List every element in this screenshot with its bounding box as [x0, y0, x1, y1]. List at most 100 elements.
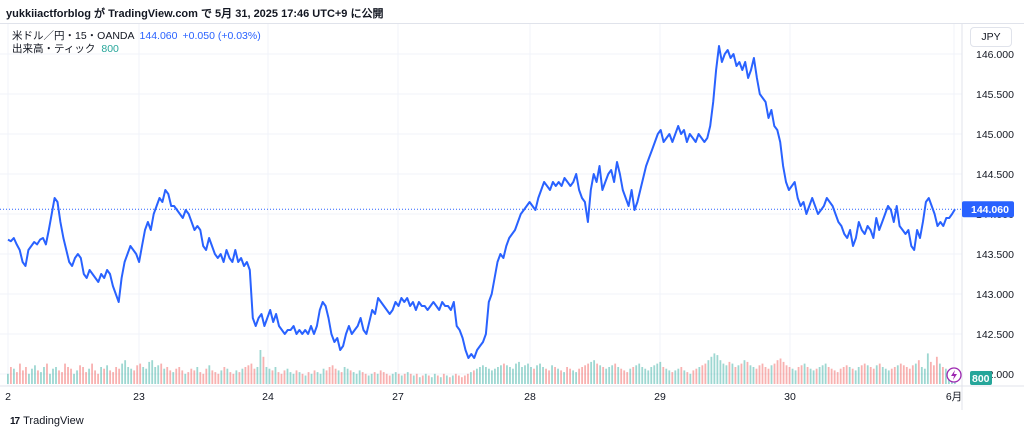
volume-bar	[304, 375, 307, 384]
volume-bar	[887, 370, 890, 384]
volume-bar	[707, 360, 710, 384]
price-axis[interactable]: 146.000145.500145.000144.500144.000143.5…	[976, 49, 1014, 381]
legend-row-symbol: 米ドル／円・15・OANDA 144.060 +0.050 (+0.03%)	[12, 30, 261, 43]
volume-bar	[737, 365, 740, 384]
volume-bar	[274, 367, 277, 384]
time-axis[interactable]: 2 23 24 27 28 29 30 6月	[5, 391, 962, 403]
volume-bar	[124, 360, 127, 384]
volume-bar	[770, 365, 773, 384]
volume-bar	[145, 368, 148, 384]
volume-bar	[821, 365, 824, 384]
volume-bar	[881, 367, 884, 384]
volume-bar	[599, 365, 602, 384]
volume-bar	[884, 368, 887, 384]
volume-bar	[295, 370, 298, 384]
volume-bar	[445, 375, 448, 384]
volume-bar	[391, 373, 394, 384]
volume-bar	[319, 373, 322, 384]
volume-bar	[671, 372, 674, 384]
volume-bar	[740, 363, 743, 384]
tradingview-logo[interactable]: 17 TradingView	[10, 415, 84, 427]
volume-bar	[25, 367, 27, 384]
volume-bar	[491, 370, 493, 384]
volume-bar	[217, 373, 220, 384]
volume-bar	[809, 368, 812, 384]
volume-bar	[358, 370, 361, 384]
volume-bar	[572, 370, 574, 384]
volume-bar	[406, 372, 409, 384]
volume-bar	[403, 373, 406, 384]
volume-bar	[863, 363, 866, 384]
volume-bar	[97, 373, 99, 384]
volume-bar	[427, 375, 430, 384]
volume-bar	[316, 372, 319, 384]
volume-bar	[139, 363, 142, 384]
volume-bar	[758, 365, 761, 384]
volume-bar	[376, 373, 379, 384]
price-chart-svg[interactable]: 146.000145.500145.000144.500144.000143.5…	[0, 24, 1024, 410]
volume-bar	[133, 370, 136, 384]
volume-bar	[280, 373, 283, 384]
volume-bar	[307, 372, 310, 384]
currency-button[interactable]: JPY	[970, 27, 1012, 47]
volume-bar	[860, 365, 863, 384]
volume-bar	[283, 370, 286, 384]
volume-bar	[151, 360, 154, 384]
volume-bar	[475, 368, 478, 384]
volume-bar	[292, 373, 295, 384]
volume-bar	[914, 363, 917, 384]
volume-bar	[181, 370, 184, 384]
volume-bar	[749, 365, 752, 384]
volume-bar	[418, 377, 421, 384]
volume-bar	[421, 375, 424, 384]
time-tick-label: 28	[524, 391, 536, 403]
volume-bar	[836, 372, 839, 384]
legend-volume-label[interactable]: 出来高・ティック	[12, 43, 96, 55]
volume-bar	[223, 367, 226, 384]
time-tick-label: 2	[5, 391, 11, 403]
volume-bar	[839, 368, 842, 384]
volume-bar	[503, 363, 505, 384]
volume-bar	[551, 365, 553, 384]
volume-bar	[617, 367, 620, 384]
volume-bar	[202, 373, 205, 384]
volume-bar	[193, 370, 196, 384]
volume-bar	[650, 367, 653, 384]
volume-bar	[10, 367, 12, 384]
volume-bar	[118, 368, 121, 384]
lightning-icon[interactable]	[946, 367, 962, 383]
last-price-tag: 144.060	[962, 201, 1014, 218]
volume-bar	[235, 370, 238, 384]
price-tick-label: 143.000	[976, 289, 1014, 301]
volume-bar	[557, 368, 559, 384]
volume-bar	[542, 367, 544, 384]
volume-bar	[938, 363, 941, 384]
volume-bar	[76, 370, 78, 384]
chart-area[interactable]: 146.000145.500145.000144.500144.000143.5…	[0, 24, 1024, 410]
volume-bar	[433, 373, 436, 384]
volume-bar	[205, 368, 208, 384]
volume-bar	[830, 368, 833, 384]
volume-bar	[773, 363, 776, 384]
volume-bar	[683, 370, 686, 384]
volume-bar	[539, 363, 541, 384]
legend-symbol[interactable]: 米ドル／円・15・OANDA	[12, 30, 135, 42]
volume-bar	[115, 367, 118, 384]
volume-bar	[638, 363, 641, 384]
volume-bar	[512, 368, 514, 384]
volume-bar	[800, 365, 803, 384]
volume-bar	[734, 367, 737, 384]
legend-change: +0.050 (+0.03%)	[182, 30, 261, 42]
volume-bar	[689, 373, 692, 384]
volume-bar	[500, 365, 502, 384]
volume-bar	[791, 368, 794, 384]
volume-bar	[842, 367, 845, 384]
price-series-line	[7, 45, 956, 359]
last-price-tag-text: 144.060	[971, 204, 1009, 216]
volume-bar	[88, 368, 90, 384]
volume-bar	[169, 370, 172, 384]
logo-text: TradingView	[23, 415, 84, 427]
volume-bar	[752, 367, 755, 384]
volume-bar	[797, 367, 800, 384]
volume-bar	[49, 373, 51, 384]
